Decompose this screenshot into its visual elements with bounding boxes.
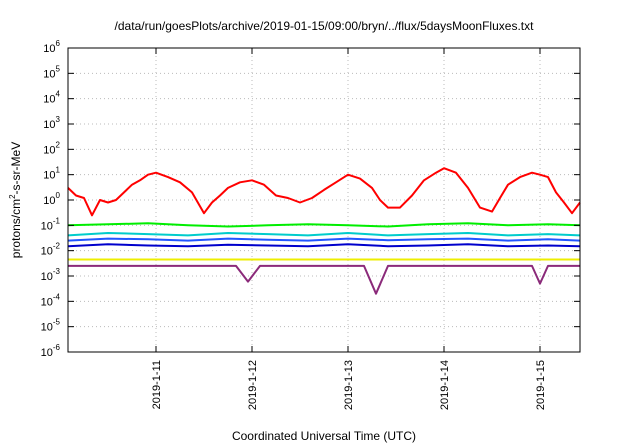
series-line-4	[67, 237, 581, 242]
y-tick-label: 10-5	[41, 318, 61, 334]
series-line-5	[67, 243, 581, 248]
y-tick-label: 103	[43, 115, 60, 131]
y-tick-label: 101	[43, 166, 60, 182]
y-tick-exp: 1	[56, 166, 61, 175]
y-tick-label: 10-1	[41, 216, 61, 232]
y-tick-base: 10	[41, 347, 53, 359]
y-tick-exp: 5	[56, 64, 61, 73]
y-tick-exp: 2	[56, 140, 61, 149]
y-tick-label: 104	[43, 90, 60, 106]
y-tick-label: 105	[43, 64, 60, 80]
x-tick-label: 2019-1-13	[343, 360, 355, 410]
y-tick-base: 10	[43, 68, 55, 80]
y-axis-label: protons/cm2-s-sr-MeV	[8, 142, 23, 258]
x-tick-label: 2019-1-14	[439, 360, 451, 410]
grid	[68, 48, 580, 352]
x-ticks: 2019-1-11 2019-1-12 2019-1-13 2019-1-14 2019…	[151, 48, 547, 410]
y-tick-base: 10	[43, 43, 55, 55]
x-tick-label: 2019-1-11	[151, 360, 163, 409]
y-tick-base: 10	[41, 220, 53, 232]
y-tick-base: 10	[43, 94, 55, 106]
y-tick-base: 10	[41, 271, 53, 283]
series-line-7	[68, 264, 580, 295]
y-tick-label: 10-6	[41, 343, 61, 359]
series-line-1	[67, 167, 581, 217]
y-tick-exp: 4	[56, 90, 61, 99]
y-tick-label: 100	[43, 191, 60, 207]
y-tick-base: 10	[41, 296, 53, 308]
y-tick-label: 10-3	[41, 267, 61, 283]
y-tick-exp: 0	[56, 191, 61, 200]
y-tick-exp: -4	[53, 292, 61, 301]
y-tick-base: 10	[43, 170, 55, 182]
chart-title: /data/run/goesPlots/archive/2019-01-15/0…	[115, 19, 535, 33]
y-tick-base: 10	[43, 144, 55, 156]
y-tick-exp: 6	[56, 39, 61, 48]
x-tick-label: 2019-1-12	[247, 360, 259, 410]
y-tick-label: 10-2	[41, 242, 61, 258]
y-tick-exp: 3	[56, 115, 61, 124]
y-tick-base: 10	[43, 119, 55, 131]
y-tick-exp: -1	[53, 216, 61, 225]
series-line-3	[67, 232, 581, 237]
y-tick-base: 10	[43, 195, 55, 207]
y-tick-exp: -2	[53, 242, 61, 251]
x-tick-label: 2019-1-15	[535, 360, 547, 410]
series-line-2	[67, 222, 581, 228]
y-tick-label: 102	[43, 140, 60, 156]
x-axis-label: Coordinated Universal Time (UTC)	[232, 429, 416, 443]
series-group	[67, 167, 581, 295]
y-tick-label: 106	[43, 39, 60, 55]
y-tick-exp: -3	[53, 267, 61, 276]
y-tick-label: 10-4	[41, 292, 61, 308]
y-ticks: 10-610-510-410-310-210-11001011021031041…	[41, 39, 580, 359]
y-tick-base: 10	[41, 322, 53, 334]
y-tick-exp: -5	[53, 318, 61, 327]
y-tick-exp: -6	[53, 343, 61, 352]
y-tick-base: 10	[41, 246, 53, 258]
